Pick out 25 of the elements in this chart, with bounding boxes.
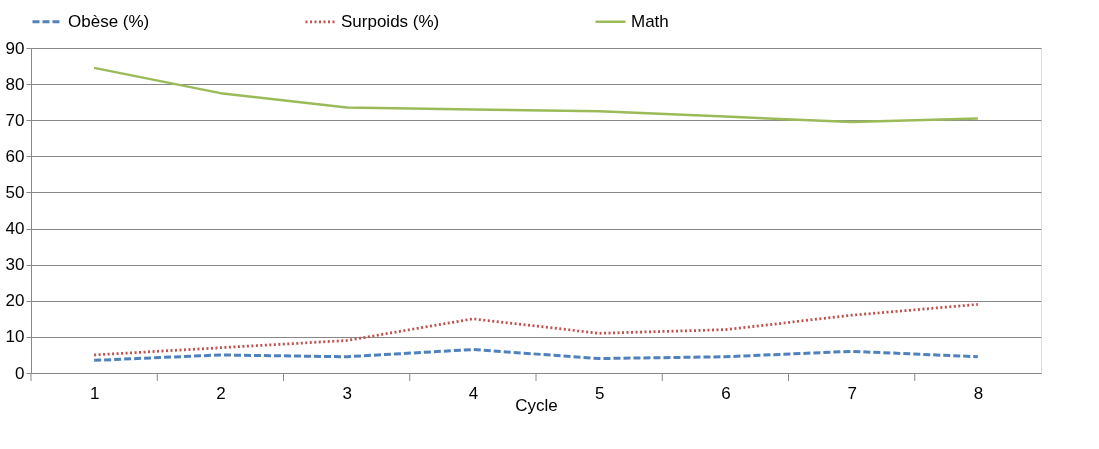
legend-label: Obèse (%) — [68, 11, 150, 31]
y-tick-label: 40 — [5, 219, 25, 239]
y-tick-label: 60 — [5, 146, 25, 166]
line-series — [92, 303, 980, 357]
x-tick-label: 5 — [594, 383, 605, 403]
legend-label: Surpoids (%) — [341, 11, 440, 31]
y-tick-label: 70 — [5, 110, 25, 130]
y-tick-label: 0 — [15, 363, 25, 383]
x-axis-title: Cycle — [515, 395, 558, 415]
y-tick-label: 90 — [5, 38, 25, 58]
x-tick-label: 1 — [89, 383, 100, 403]
line-series — [92, 66, 980, 124]
y-tick-label: 30 — [5, 255, 25, 275]
legend-label: Math — [631, 11, 669, 31]
x-tick-label: 2 — [216, 383, 226, 403]
x-tick-label: 7 — [847, 383, 857, 403]
y-tick-label: 10 — [5, 327, 25, 347]
y-tick-label: 50 — [5, 182, 25, 202]
y-tick-label: 80 — [5, 74, 25, 94]
x-tick-label: 3 — [342, 383, 352, 403]
y-tick-label: 20 — [5, 291, 25, 311]
x-tick-label: 4 — [468, 383, 479, 403]
line-series — [92, 348, 980, 362]
x-tick-label: 8 — [973, 383, 984, 403]
x-tick-label: 6 — [721, 383, 731, 403]
